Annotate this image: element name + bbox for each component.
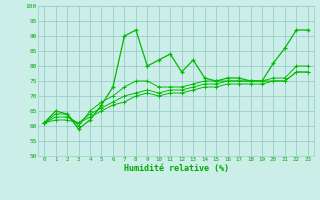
X-axis label: Humidité relative (%): Humidité relative (%) bbox=[124, 164, 228, 173]
